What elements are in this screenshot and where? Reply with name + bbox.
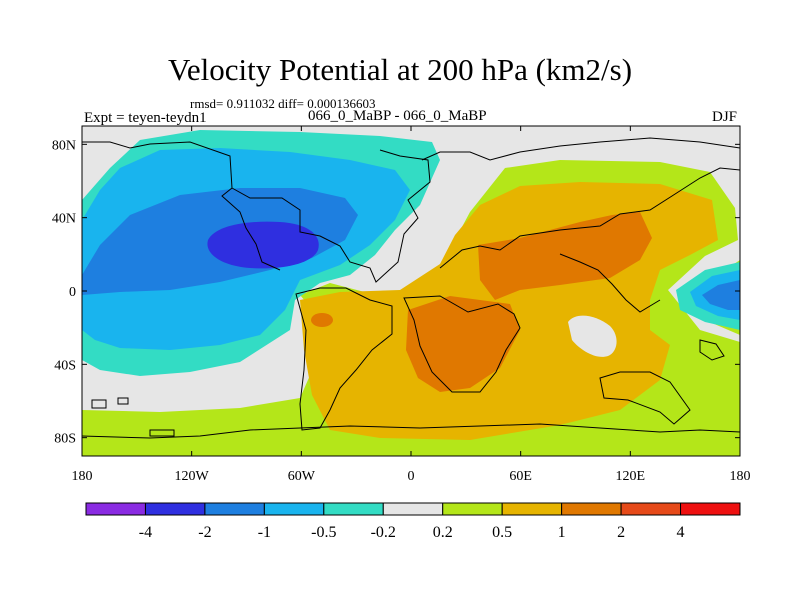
x-tick-label: 60W: [288, 469, 316, 484]
y-tick-label: 80S: [54, 432, 76, 447]
colorbar-label: 1: [558, 524, 566, 541]
x-axis: 180 120W 60W 0 60E 120E 180: [72, 126, 751, 484]
x-tick-label: 0: [408, 469, 415, 484]
stats-text: rmsd= 0.911032 diff= 0.000136603: [190, 96, 376, 111]
colorbar-swatch: [561, 502, 622, 516]
colorbar-swatch: [680, 502, 741, 516]
colorbar-swatch: [144, 502, 206, 516]
season-label: DJF: [712, 109, 738, 125]
colorbar-swatch: [85, 502, 146, 516]
coastlines: [82, 137, 740, 439]
colorbar-label: -1: [258, 524, 271, 541]
colorbar-swatch: [442, 502, 503, 516]
x-tick-label: 120E: [616, 469, 646, 484]
colorbar-swatch: [501, 502, 563, 516]
x-tick-label: 60E: [509, 469, 532, 484]
colorbar-label: -0.5: [311, 524, 336, 541]
colorbar-label: 4: [677, 524, 685, 541]
y-tick-label: 0: [69, 285, 76, 300]
colorbar-label: 2: [617, 524, 625, 541]
colorbar-swatch: [382, 502, 444, 516]
colorbar-swatch: [620, 502, 682, 516]
colorbar-swatch: [204, 502, 265, 516]
x-tick-label: 180: [72, 469, 93, 484]
y-axis: 80N 40N 0 40S 80S: [52, 138, 740, 447]
colorbar-label: -2: [198, 524, 211, 541]
colorbar-label: 0.5: [492, 524, 512, 541]
colorbar-swatch: [263, 502, 325, 516]
y-tick-label: 80N: [52, 138, 76, 153]
contour-field: [82, 126, 740, 456]
contour-positive-1-south: [406, 296, 520, 392]
colorbar: -4 -2 -1 -0.5 -0.2 0.2 0.5 1 2 4: [85, 502, 741, 541]
contour-negative-east-1: [702, 280, 740, 310]
y-tick-label: 40N: [52, 212, 76, 227]
contour-negative-2: [207, 221, 319, 269]
experiment-label: Expt = teyen-teydn1: [84, 110, 207, 126]
plot-title: Velocity Potential at 200 hPa (km2/s): [167, 52, 633, 87]
colorbar-label: -0.2: [371, 524, 396, 541]
experiment-names: 066_0_MaBP - 066_0_MaBP: [308, 108, 487, 124]
contour-neutral-hole: [568, 315, 617, 357]
x-tick-label: 120W: [175, 469, 210, 484]
colorbar-swatch: [323, 502, 384, 516]
x-tick-label: 180: [730, 469, 751, 484]
colorbar-label: -4: [139, 524, 152, 541]
contour-positive-1-spot: [311, 313, 333, 327]
colorbar-label: 0.2: [433, 524, 453, 541]
y-tick-label: 40S: [54, 358, 76, 373]
